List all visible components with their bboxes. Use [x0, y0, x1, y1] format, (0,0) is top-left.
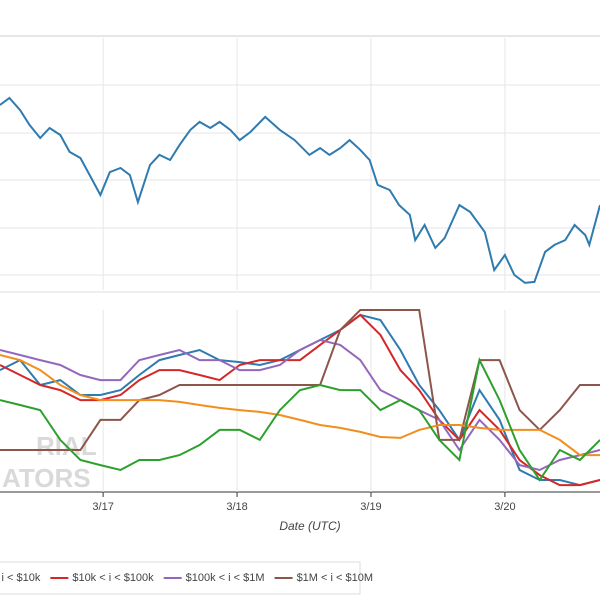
legend-label: $1M < i < $10M	[297, 572, 373, 584]
x-tick-label: 3/20	[494, 501, 515, 513]
x-tick-label: 3/19	[360, 501, 381, 513]
x-axis-label: Date (UTC)	[279, 519, 340, 533]
series-line	[0, 354, 600, 457]
x-tick-label: 3/17	[92, 501, 113, 513]
x-tick-label: 3/18	[226, 501, 247, 513]
top-grid	[0, 84, 600, 276]
series-line	[0, 309, 600, 451]
series-line	[0, 357, 600, 482]
legend-label: $10k < i < $100k	[72, 572, 154, 584]
watermark: ATORS	[2, 463, 91, 493]
legend-box	[0, 561, 361, 595]
legend-label: $100k < i < $1M	[186, 572, 265, 584]
series-line	[0, 96, 600, 284]
legend: < i < $10k $10k < i < $100k $100k < i < $1…	[0, 572, 373, 584]
series-line	[0, 338, 600, 472]
legend-label: < i < $10k	[0, 572, 41, 584]
